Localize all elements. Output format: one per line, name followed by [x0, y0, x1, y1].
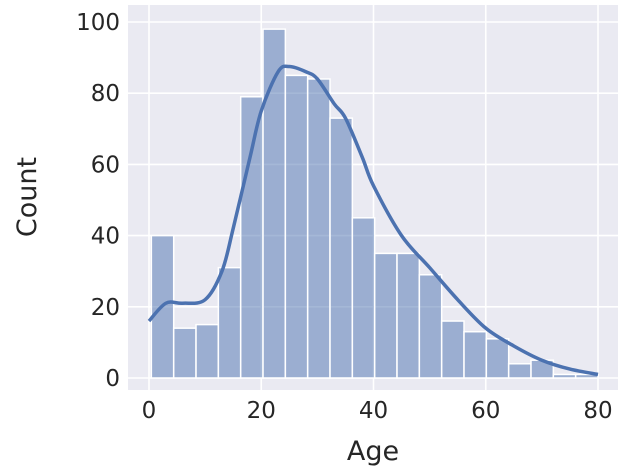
y-tick-labels: 0 20 40 60 80 100 [76, 10, 120, 392]
histogram-bar [329, 117, 354, 379]
y-tick-label: 80 [91, 81, 120, 107]
bars [150, 28, 599, 379]
y-tick-label: 0 [105, 366, 120, 392]
histogram-bar [418, 274, 443, 379]
y-axis-label: Count [12, 157, 43, 237]
histogram-bar [440, 320, 465, 379]
histogram-bar [306, 78, 331, 379]
histogram-bar [284, 74, 309, 379]
y-tick-label: 100 [76, 10, 120, 36]
x-tick-label: 60 [471, 398, 500, 424]
histogram-bar [239, 96, 264, 379]
histogram-bar [507, 363, 532, 379]
histogram-bar [574, 373, 599, 379]
x-tick-label: 20 [247, 398, 276, 424]
histogram-bar [351, 217, 376, 379]
histogram-bar [485, 338, 510, 379]
histogram-bar [396, 252, 421, 379]
x-tick-label: 40 [359, 398, 388, 424]
kde-line [147, 64, 599, 377]
histogram-bar [217, 266, 242, 379]
histogram-bar [463, 330, 488, 379]
x-tick-labels: 0 20 40 60 80 [142, 398, 613, 424]
x-tick-label: 80 [583, 398, 612, 424]
histogram-bar [373, 252, 398, 379]
x-axis-label: Age [347, 436, 399, 467]
x-tick-label: 0 [142, 398, 157, 424]
histogram-bar [172, 327, 197, 379]
histogram-bar [195, 323, 220, 379]
y-tick-label: 40 [91, 224, 120, 250]
histogram-bar [552, 373, 577, 379]
y-tick-label: 20 [91, 295, 120, 321]
y-tick-label: 60 [91, 152, 120, 178]
